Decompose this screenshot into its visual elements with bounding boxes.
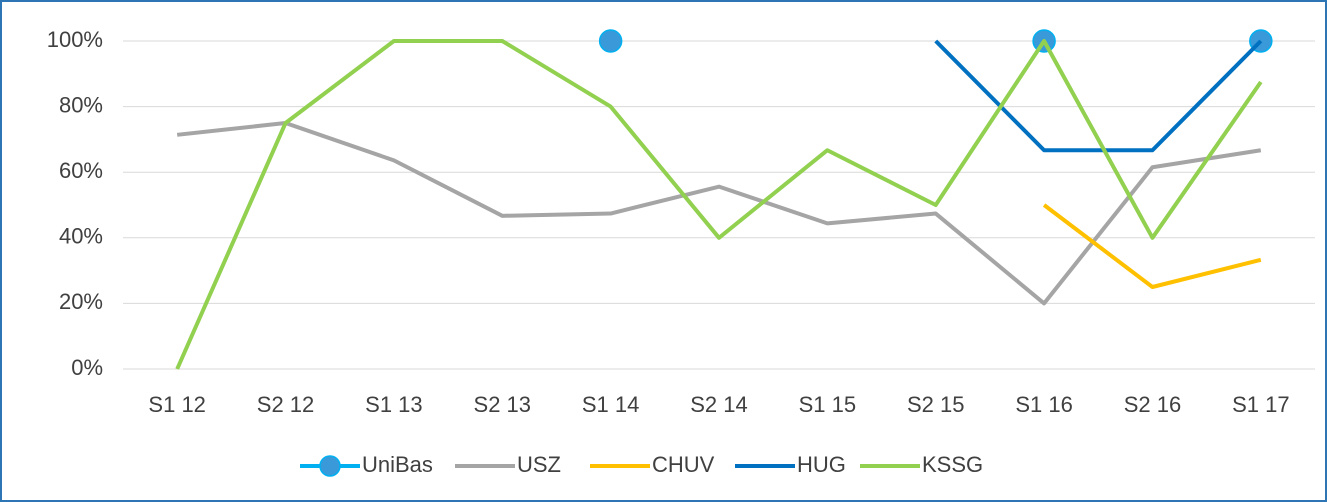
series-line — [176, 121, 1262, 306]
x-tick-label: S2 12 — [257, 392, 315, 417]
legend-label: KSSG — [922, 452, 983, 477]
y-tick-label: 0% — [71, 355, 103, 380]
x-tick-label: S1 14 — [582, 392, 640, 417]
series-line — [1042, 203, 1262, 289]
x-tick-label: S1 16 — [1015, 392, 1073, 417]
x-tick-label: S2 16 — [1124, 392, 1182, 417]
x-tick-label: S1 15 — [799, 392, 857, 417]
x-tick-label: S2 14 — [690, 392, 748, 417]
legend-label: UniBas — [362, 452, 433, 477]
y-tick-label: 60% — [59, 158, 103, 183]
x-tick-label: S1 12 — [148, 392, 206, 417]
legend-marker — [319, 455, 341, 477]
series-line — [175, 39, 1263, 370]
y-tick-label: 40% — [59, 224, 103, 249]
y-tick-label: 100% — [47, 27, 103, 52]
x-tick-label: S1 17 — [1232, 392, 1290, 417]
marker — [598, 29, 623, 53]
x-tick-label: S2 13 — [474, 392, 532, 417]
x-tick-label: S1 13 — [365, 392, 423, 417]
x-tick-label: S2 15 — [907, 392, 965, 417]
legend-label: USZ — [517, 452, 561, 477]
y-tick-label: 20% — [59, 289, 103, 314]
legend-label: HUG — [797, 452, 846, 477]
series-line — [934, 39, 1263, 153]
legend-label: CHUV — [652, 452, 715, 477]
y-tick-label: 80% — [59, 92, 103, 117]
